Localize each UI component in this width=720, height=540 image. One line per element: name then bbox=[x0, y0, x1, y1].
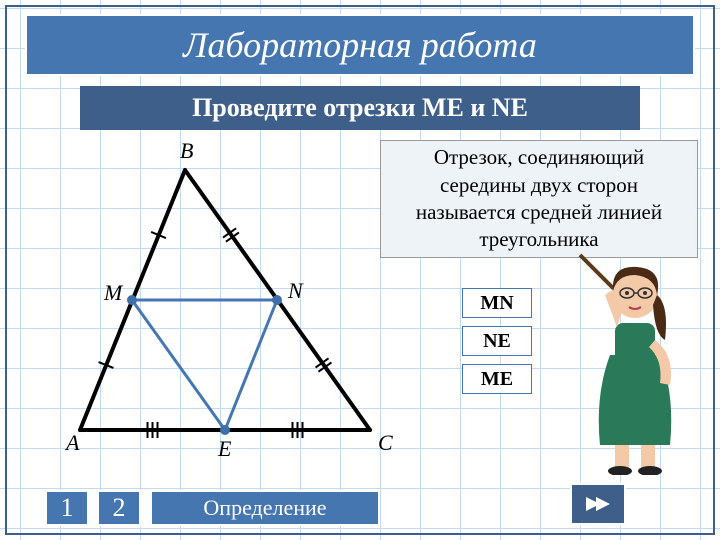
teacher-illustration bbox=[575, 245, 705, 475]
svg-text:E: E bbox=[217, 436, 232, 461]
definition-button[interactable]: Определение bbox=[150, 490, 380, 526]
next-button[interactable] bbox=[570, 483, 626, 525]
next-arrow-icon bbox=[584, 493, 612, 515]
svg-text:C: C bbox=[378, 430, 393, 455]
subtitle-text: Проведите отрезки ME и NE bbox=[192, 93, 528, 123]
definition-text: Отрезок, соединяющий середины двух сторо… bbox=[389, 144, 689, 253]
svg-text:B: B bbox=[180, 138, 193, 163]
segment-label-mn[interactable]: MN bbox=[462, 288, 532, 318]
segment-label-me[interactable]: ME bbox=[462, 364, 532, 394]
title-text: Лабораторная работа bbox=[183, 24, 537, 66]
segment-label-ne[interactable]: NE bbox=[462, 326, 532, 356]
step-2-button[interactable]: 2 bbox=[97, 490, 141, 526]
subtitle-bar: Проведите отрезки ME и NE bbox=[80, 86, 640, 130]
definition-box: Отрезок, соединяющий середины двух сторо… bbox=[380, 140, 698, 258]
svg-text:A: A bbox=[64, 430, 80, 455]
step-1-button[interactable]: 1 bbox=[45, 490, 89, 526]
title-bar: Лабораторная работа bbox=[25, 14, 695, 76]
svg-text:M: M bbox=[103, 280, 124, 305]
triangle-diagram: A B C M N E bbox=[30, 130, 410, 470]
svg-text:N: N bbox=[287, 278, 304, 303]
